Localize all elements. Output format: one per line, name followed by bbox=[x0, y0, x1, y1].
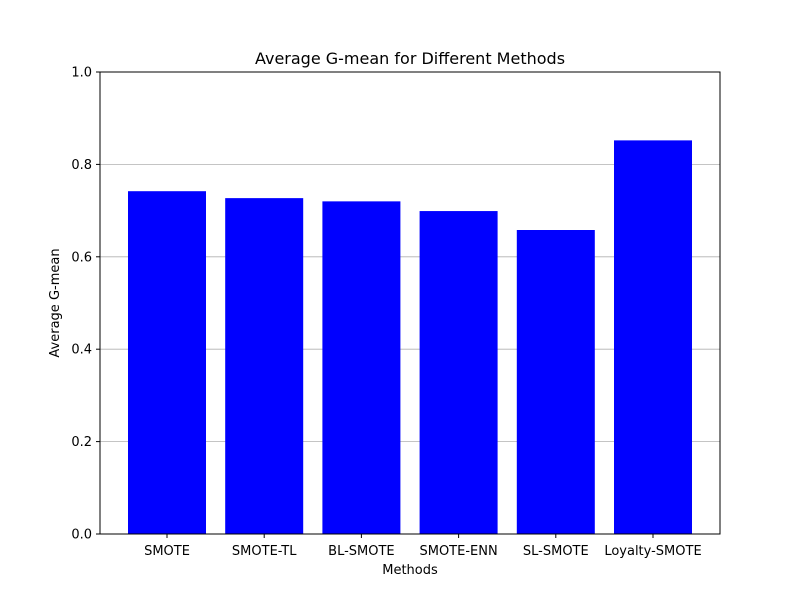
x-axis-ticks: SMOTE SMOTE-TL BL-SMOTE SMOTE-ENN SL-SMOTE Lo… bbox=[144, 534, 702, 559]
y-tick-label: 0.6 bbox=[71, 250, 92, 265]
chart-title: Average G-mean for Different Methods bbox=[255, 49, 565, 68]
y-axis-label: Average G-mean bbox=[48, 248, 63, 357]
bar-bl-smote bbox=[322, 201, 401, 535]
x-tick-label: SMOTE bbox=[144, 544, 190, 559]
y-axis-ticks: 0.0 0.2 0.4 0.6 0.8 1.0 bbox=[71, 66, 100, 543]
y-tick-label: 0.4 bbox=[71, 343, 92, 358]
x-tick-label: BL-SMOTE bbox=[328, 544, 394, 559]
y-tick-label: 0.2 bbox=[71, 435, 92, 450]
x-axis-label: Methods bbox=[382, 563, 438, 578]
bar-sl-smote bbox=[516, 230, 595, 534]
x-tick-label: SL-SMOTE bbox=[523, 544, 589, 559]
bar-smote-tl bbox=[225, 198, 304, 534]
x-tick-label: SMOTE-ENN bbox=[419, 544, 497, 559]
plot-frame bbox=[99, 71, 721, 535]
bar-loyalty-smote bbox=[614, 140, 692, 534]
y-tick-label: 0.8 bbox=[71, 158, 92, 173]
bars bbox=[128, 140, 692, 535]
x-tick-label: SMOTE-TL bbox=[232, 544, 297, 559]
y-tick-label: 1.0 bbox=[71, 66, 92, 81]
bar-smote bbox=[128, 191, 206, 535]
y-tick-label: 0.0 bbox=[71, 528, 92, 543]
bar-smote-enn bbox=[419, 211, 498, 534]
x-tick-label: Loyalty-SMOTE bbox=[604, 544, 701, 559]
